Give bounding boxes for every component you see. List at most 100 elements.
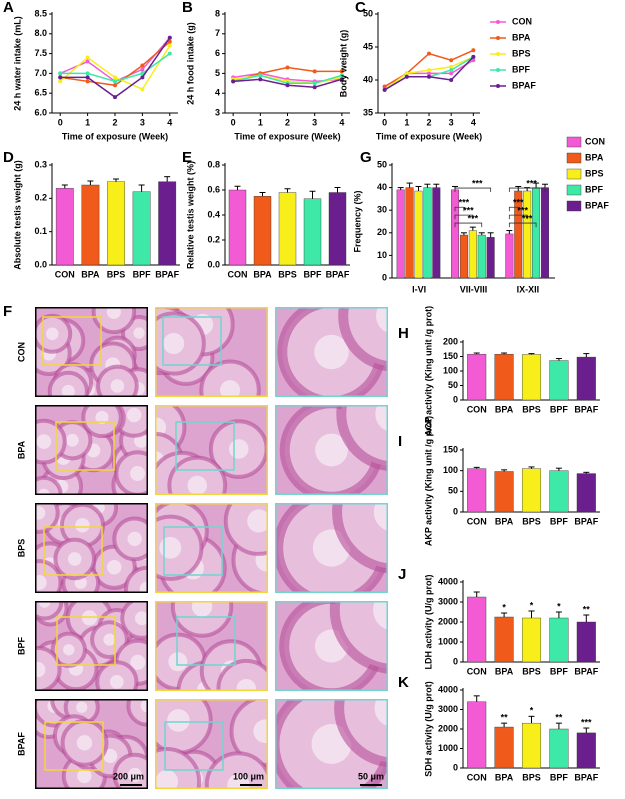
y-tick-label: 6 [215, 48, 220, 58]
data-point [382, 84, 387, 89]
lumen [315, 433, 348, 467]
y-axis-title: ACP activity (King unit /g prot) [423, 306, 433, 436]
legend-swatch [566, 168, 582, 180]
significance-label: ** [583, 604, 591, 614]
bar [467, 353, 487, 401]
y-tick-label: 8.5 [34, 8, 47, 18]
y-tick-label: 40 [377, 182, 387, 192]
y-tick-label: 50 [448, 380, 458, 390]
x-tick-label: BPS [278, 269, 297, 279]
x-tick-label: 2 [285, 117, 290, 127]
bar [467, 701, 487, 769]
data-point [471, 58, 476, 63]
data-point [167, 51, 172, 56]
data-point [85, 71, 90, 76]
data-point [404, 74, 409, 79]
y-tick-label: 4000 [438, 576, 458, 586]
micrograph [155, 601, 268, 691]
x-tick-label: BPS [522, 404, 541, 414]
x-tick-label: 2 [112, 117, 117, 127]
tubule [91, 307, 137, 335]
data-point [404, 71, 409, 76]
significance-label: *** [472, 178, 483, 188]
significance-label: * [557, 601, 561, 611]
lumen [168, 652, 188, 672]
x-tick-label: IX-XII [517, 284, 540, 294]
y-tick-label: 10 [377, 250, 387, 260]
data-point [140, 71, 145, 76]
bar [576, 473, 596, 513]
bar [494, 616, 514, 663]
x-tick-label: BPA [495, 772, 514, 782]
tubule [338, 307, 388, 372]
data-point [449, 68, 454, 73]
row-label: BPS [16, 539, 26, 558]
data-point [167, 39, 172, 44]
x-tick-label: 0 [382, 117, 387, 127]
lumen [106, 560, 122, 575]
bar [576, 356, 596, 401]
bar [405, 187, 414, 279]
significance-label: *** [459, 198, 470, 208]
lumen [63, 644, 75, 656]
significance-label: *** [513, 198, 524, 208]
panel-letter: B [182, 0, 193, 16]
micrograph [35, 307, 148, 397]
bar [432, 187, 441, 279]
legend-label: BPAF [585, 200, 609, 210]
legend-label: CON [512, 16, 532, 26]
bar [328, 192, 347, 266]
series-line [59, 37, 171, 83]
lumen [130, 466, 146, 481]
significance-label: *** [517, 206, 528, 216]
lumen [75, 518, 90, 533]
frame [275, 405, 388, 495]
zoom-box [164, 721, 224, 771]
lumen [109, 674, 124, 689]
data-point [113, 75, 117, 80]
micrograph [155, 503, 268, 593]
data-point [85, 59, 90, 64]
legend-marker [496, 20, 500, 24]
y-tick-label: 40 [363, 74, 373, 84]
zoom-box [55, 421, 115, 471]
x-tick-label: BPAF [326, 269, 350, 279]
micrograph [35, 405, 148, 495]
x-tick-label: BPA [495, 666, 514, 676]
y-tick-label: 0.2 [34, 193, 47, 203]
y-tick-label: 0.6 [207, 184, 220, 194]
y-tick-label: 0.1 [34, 226, 47, 236]
significance-label: *** [522, 213, 533, 223]
data-point [258, 73, 263, 78]
x-axis-title: Time of exposure (Week) [376, 131, 482, 141]
x-tick-label: BPA [81, 269, 100, 279]
row-label: CON [16, 342, 26, 362]
lumen [247, 509, 268, 533]
lumen [133, 327, 145, 339]
scale-bar-label: 100 μm [233, 771, 264, 781]
lumen [76, 701, 88, 713]
x-tick-label: BPF [304, 269, 323, 279]
y-tick-label: 8.0 [34, 28, 47, 38]
y-tick-label: 20 [377, 227, 387, 237]
x-tick-label: 4 [167, 117, 172, 127]
data-point [339, 73, 344, 78]
micrograph [155, 405, 268, 495]
lumen [220, 380, 241, 397]
lumen [127, 531, 142, 546]
row-label: BPF [16, 636, 26, 655]
data-point [58, 79, 63, 84]
data-point [382, 87, 387, 92]
panel-letter: D [3, 149, 14, 166]
y-axis-title: Relative testis weight (%) [185, 161, 195, 269]
lumen [374, 699, 388, 727]
x-tick-label: CON [55, 269, 75, 279]
x-tick-label: BPF [550, 404, 569, 414]
legend-marker [496, 68, 500, 72]
y-tick-label: 35 [363, 107, 373, 117]
data-point [339, 77, 344, 82]
y-tick-label: 0.8 [207, 159, 220, 169]
micrograph [155, 307, 268, 397]
lumen [130, 654, 146, 670]
legend-label: BPF [512, 64, 531, 74]
